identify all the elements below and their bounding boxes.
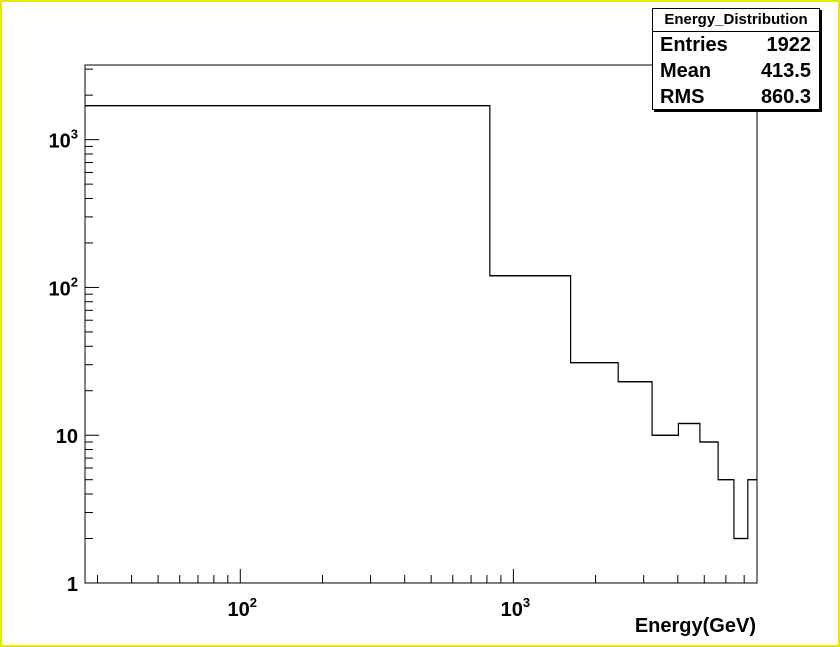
- x-axis-title: Energy(GeV): [635, 615, 756, 637]
- stats-box: Energy_Distribution Entries 1922 Mean 41…: [652, 8, 820, 110]
- stats-label: RMS: [660, 86, 705, 108]
- stats-value: 860.3: [760, 86, 811, 108]
- tick-label: 10: [56, 426, 78, 448]
- stats-row-rms: RMS 860.3: [653, 84, 819, 110]
- stats-value: 413.5: [760, 60, 811, 82]
- stats-value: 1922: [766, 34, 812, 56]
- plot-frame: [84, 64, 758, 584]
- tick-label: 102: [228, 595, 257, 621]
- y-axis: [85, 68, 99, 584]
- stats-label: Mean: [660, 60, 712, 82]
- tick-label: 1: [67, 574, 78, 596]
- histogram-bins: [85, 104, 757, 540]
- tick-label: 102: [49, 274, 78, 300]
- x-axis: [96, 569, 745, 583]
- stats-row-mean: Mean 413.5: [653, 58, 819, 84]
- stats-label: Entries: [660, 34, 728, 56]
- tick-label: 103: [501, 595, 530, 621]
- tick-label: 103: [49, 127, 78, 153]
- histogram-outline: [85, 104, 757, 540]
- stats-title: Energy_Distribution: [653, 9, 819, 32]
- stats-row-entries: Entries 1922: [653, 32, 819, 58]
- y-tick-labels: 1 10 102 103: [49, 127, 78, 596]
- x-tick-labels: 102 103: [228, 595, 531, 621]
